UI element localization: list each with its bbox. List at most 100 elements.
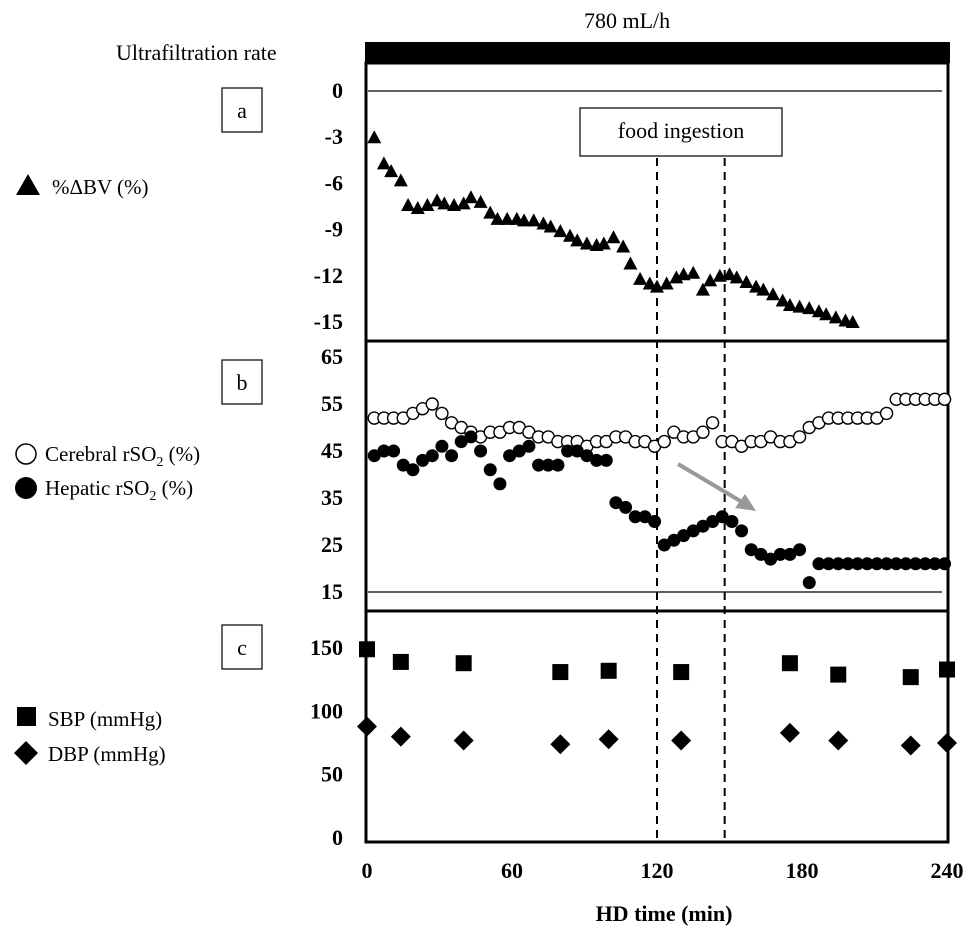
hepatic-point (928, 557, 942, 571)
dbp-point (937, 733, 957, 753)
food-ingestion-box (579, 107, 783, 157)
bv-point (517, 213, 532, 227)
bv-point (775, 293, 790, 307)
legend-sbp: SBP (mmHg) (48, 707, 162, 731)
legend-diamond-icon (14, 741, 38, 765)
bv-point (526, 213, 541, 227)
dbp-point (453, 730, 474, 751)
hepatic-point (396, 458, 410, 472)
y-tick-label-a: -6 (325, 170, 343, 195)
y-tick-label-c: 0 (332, 825, 343, 850)
hepatic-point (754, 547, 768, 561)
dbp-point (550, 734, 571, 755)
legend-square-icon (17, 707, 36, 726)
bv-point (463, 190, 478, 204)
trend-arrow-shaft (676, 462, 744, 504)
bv-point (553, 224, 568, 238)
bv-point (722, 267, 737, 281)
panel-a-tag-box (221, 87, 263, 133)
hepatic-point (628, 510, 642, 524)
ultrafiltration-rate-value: 780 mL/h (584, 8, 670, 33)
y-tick-label-b: 25 (321, 532, 343, 557)
hepatic-point (503, 449, 517, 463)
hepatic-point (870, 557, 884, 571)
sbp-point (600, 662, 617, 679)
bv-point (819, 307, 834, 321)
bv-point (473, 194, 488, 208)
hepatic-point (570, 444, 584, 458)
sbp-point (902, 669, 919, 686)
bv-point (845, 315, 860, 328)
hepatic-point (648, 515, 662, 528)
hepatic-point (532, 458, 546, 472)
hepatic-point (831, 557, 845, 571)
hepatic-point (889, 557, 903, 571)
sbp-point (781, 655, 798, 672)
hepatic-point (425, 449, 439, 463)
hepatic-point (406, 463, 420, 477)
cerebral-point (696, 425, 710, 439)
hepatic-point (773, 547, 787, 561)
bv-point (596, 236, 611, 250)
bv-point (749, 279, 764, 293)
y-tick-label-a: 0 (332, 78, 343, 103)
x-tick-label: 240 (931, 858, 964, 883)
bv-point (712, 268, 727, 282)
bv-point (393, 173, 408, 187)
cerebral-point (937, 392, 952, 406)
bv-point (384, 164, 399, 178)
hepatic-point (793, 543, 807, 557)
bv-point (659, 276, 674, 290)
cerebral-point (705, 416, 720, 430)
hepatic-point (677, 529, 691, 543)
sbp-point (552, 664, 569, 681)
bv-point (782, 298, 797, 312)
hepatic-point (860, 557, 874, 571)
hepatic-point (667, 533, 681, 547)
bv-point (579, 236, 594, 250)
hepatic-point (657, 538, 671, 552)
y-tick-label-b: 55 (321, 391, 343, 416)
bv-point (729, 270, 744, 284)
bv-point (500, 211, 515, 225)
hepatic-point (851, 557, 865, 571)
hepatic-point (561, 444, 575, 458)
hepatic-point (522, 439, 536, 453)
x-axis-title: HD time (min) (596, 901, 733, 926)
hepatic-point (841, 557, 855, 571)
x-tick-label: 0 (362, 858, 373, 883)
hepatic-point (580, 449, 594, 463)
x-tick-label: 120 (641, 858, 674, 883)
legend-open-circle-icon (15, 443, 37, 465)
bv-point (420, 197, 435, 211)
hepatic-point (783, 547, 797, 561)
legend-hepatic: Hepatic rSO2 (%) (45, 476, 193, 504)
hepatic-point (454, 435, 468, 449)
bv-point (623, 256, 638, 270)
food-ingestion-label: food ingestion (618, 118, 745, 143)
bv-point (695, 282, 710, 296)
hepatic-point (744, 543, 758, 557)
hepatic-point (445, 449, 459, 463)
bv-point (633, 271, 648, 285)
x-tick-label: 180 (786, 858, 819, 883)
bv-point (430, 193, 445, 207)
y-tick-label-a: -12 (314, 263, 343, 288)
dbp-point (390, 726, 411, 747)
bv-point (367, 130, 382, 144)
bv-point (563, 228, 577, 242)
hepatic-point (638, 510, 652, 524)
bv-point (828, 310, 843, 324)
legend-cerebral: Cerebral rSO2 (%) (45, 442, 200, 470)
hepatic-point (464, 430, 478, 444)
y-tick-label-b: 45 (321, 438, 343, 463)
y-tick-label-c: 100 (310, 698, 343, 723)
hepatic-point (735, 524, 749, 538)
hepatic-point (590, 453, 604, 467)
trend-arrow-head (735, 494, 756, 511)
y-tick-label-a: -9 (325, 217, 343, 242)
dbp-point (671, 730, 692, 751)
bv-point (802, 301, 817, 315)
x-tick-label: 60 (501, 858, 523, 883)
